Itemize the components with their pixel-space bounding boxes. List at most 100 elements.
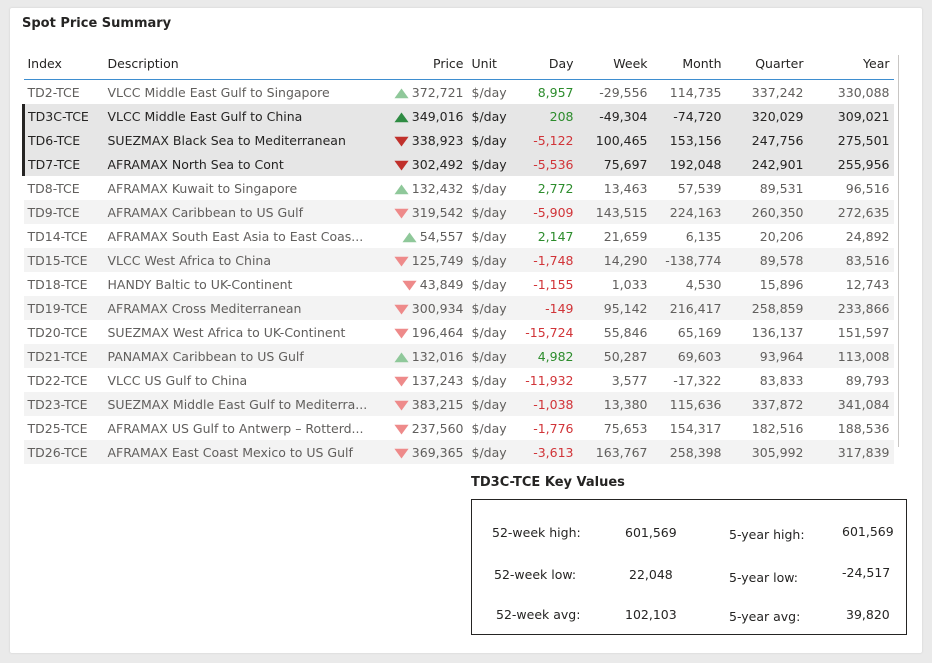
cell-description[interactable]: VLCC Middle East Gulf to Singapore — [107, 84, 330, 100]
table-row[interactable]: TD9-TCE AFRAMAX Caribbean to US Gulf 319,5… — [23, 200, 894, 224]
cell-year[interactable]: 233,866 — [807, 296, 894, 320]
cell-price[interactable]: 132,432 — [380, 176, 468, 200]
cell-description[interactable]: SUEZMAX West Africa to UK-Continent — [107, 324, 346, 340]
cell-unit[interactable]: $/day — [471, 180, 507, 196]
cell-unit[interactable]: $/day — [467, 344, 512, 368]
cell-day[interactable]: -1,155 — [533, 276, 574, 292]
cell-quarter[interactable]: 305,992 — [725, 440, 808, 464]
cell-day[interactable]: 4,982 — [511, 344, 578, 368]
column-header-unit[interactable]: Unit — [467, 47, 512, 80]
cell-index[interactable]: TD2-TCE — [27, 84, 80, 100]
table-row[interactable]: TD7-TCE AFRAMAX North Sea to Cont 302,492 $… — [22, 152, 894, 176]
column-header-year[interactable]: Year — [807, 47, 894, 80]
cell-quarter[interactable]: 337,872 — [725, 392, 808, 416]
cell-year[interactable]: 255,956 — [807, 152, 894, 176]
cell-day[interactable]: -5,536 — [511, 152, 578, 176]
cell-year[interactable]: 272,635 — [807, 200, 894, 224]
cell-month[interactable]: 69,603 — [651, 344, 726, 368]
column-header-price[interactable]: Price — [379, 47, 468, 80]
cell-month[interactable]: 216,417 — [651, 296, 726, 320]
cell-week[interactable]: 75,697 — [577, 152, 652, 176]
cell-quarter[interactable]: 182,516 — [751, 420, 804, 436]
column-header-day[interactable]: Day — [511, 47, 578, 80]
cell-week[interactable]: -29,556 — [599, 84, 648, 100]
cell-week[interactable]: 3,577 — [611, 372, 648, 388]
cell-year[interactable]: 317,839 — [807, 440, 894, 464]
cell-year[interactable]: 96,516 — [845, 180, 890, 196]
cell-unit[interactable]: $/day — [471, 420, 507, 436]
table-row[interactable]: TD18-TCE HANDY Baltic to UK-Continent 43,8… — [24, 272, 894, 296]
cell-day[interactable]: -1,038 — [511, 392, 578, 416]
cell-index[interactable]: TD19-TCE — [23, 296, 104, 320]
cell-index[interactable]: TD6-TCE — [22, 128, 104, 152]
cell-week[interactable]: 55,846 — [603, 324, 648, 340]
cell-unit[interactable]: $/day — [471, 372, 507, 388]
table-row[interactable]: TD8-TCE AFRAMAX Kuwait to Singapore 132,43… — [24, 176, 894, 200]
cell-index[interactable]: TD8-TCE — [27, 180, 80, 196]
cell-price[interactable]: 132,016 — [379, 344, 468, 368]
cell-description[interactable]: AFRAMAX East Coast Mexico to US Gulf — [103, 440, 380, 464]
cell-week[interactable]: 1,033 — [611, 276, 648, 292]
cell-week[interactable]: 100,465 — [577, 128, 652, 152]
cell-month[interactable]: 154,317 — [669, 420, 722, 436]
cell-quarter[interactable]: 83,833 — [759, 372, 804, 388]
cell-price[interactable]: 319,542 — [379, 200, 468, 224]
cell-day[interactable]: 8,957 — [537, 84, 574, 100]
cell-description[interactable]: AFRAMAX US Gulf to Antwerp – Rotterd... — [107, 420, 364, 436]
cell-year[interactable]: 341,084 — [807, 392, 894, 416]
cell-day[interactable]: -1,748 — [511, 248, 578, 272]
table-row[interactable]: TD22-TCE VLCC US Gulf to China 137,243 $/da… — [24, 368, 894, 392]
cell-index[interactable]: TD9-TCE — [23, 200, 104, 224]
cell-price[interactable]: 338,923 — [379, 128, 468, 152]
cell-day[interactable]: -11,932 — [525, 372, 574, 388]
cell-year[interactable]: 113,008 — [807, 344, 894, 368]
cell-week[interactable]: 95,142 — [577, 296, 652, 320]
cell-day[interactable]: 2,147 — [537, 228, 574, 244]
cell-year[interactable]: 151,597 — [837, 324, 890, 340]
cell-day[interactable]: -5,122 — [511, 128, 578, 152]
cell-year[interactable]: 12,743 — [845, 276, 890, 292]
cell-unit[interactable]: $/day — [467, 104, 512, 128]
cell-month[interactable]: 153,156 — [651, 128, 726, 152]
cell-month[interactable]: 65,169 — [677, 324, 722, 340]
table-row[interactable]: TD19-TCE AFRAMAX Cross Mediterranean 300,9… — [23, 296, 894, 320]
cell-day[interactable]: -15,724 — [525, 324, 574, 340]
cell-index[interactable]: TD23-TCE — [23, 392, 104, 416]
table-row[interactable]: TD15-TCE VLCC West Africa to China 125,749… — [23, 248, 894, 272]
table-row[interactable]: TD21-TCE PANAMAX Caribbean to US Gulf 132,… — [23, 344, 894, 368]
cell-week[interactable]: 21,659 — [603, 228, 648, 244]
cell-price[interactable]: 349,016 — [379, 104, 468, 128]
cell-price[interactable]: 300,934 — [379, 296, 468, 320]
cell-month[interactable]: 115,636 — [651, 392, 726, 416]
cell-price[interactable]: 43,849 — [380, 272, 468, 296]
cell-index[interactable]: TD7-TCE — [22, 152, 104, 176]
cell-description[interactable]: HANDY Baltic to UK-Continent — [107, 276, 293, 292]
cell-description[interactable]: VLCC US Gulf to China — [107, 372, 248, 388]
cell-unit[interactable]: $/day — [467, 200, 512, 224]
cell-quarter[interactable]: 89,578 — [725, 248, 808, 272]
table-row[interactable]: TD6-TCE SUEZMAX Black Sea to Mediterranea… — [22, 128, 894, 152]
table-row[interactable]: TD2-TCE VLCC Middle East Gulf to Singapor… — [24, 80, 894, 105]
cell-index[interactable]: TD25-TCE — [27, 420, 88, 436]
cell-day[interactable]: 2,772 — [537, 180, 574, 196]
cell-description[interactable]: PANAMAX Caribbean to US Gulf — [103, 344, 380, 368]
cell-description[interactable]: AFRAMAX Cross Mediterranean — [103, 296, 380, 320]
cell-year[interactable]: 188,536 — [837, 420, 890, 436]
cell-index[interactable]: TD26-TCE — [23, 440, 104, 464]
cell-week[interactable]: 50,287 — [577, 344, 652, 368]
cell-month[interactable]: -17,322 — [673, 372, 722, 388]
cell-quarter[interactable]: 337,242 — [751, 84, 804, 100]
cell-description[interactable]: AFRAMAX Caribbean to US Gulf — [103, 200, 380, 224]
cell-year[interactable]: 24,892 — [845, 228, 890, 244]
cell-price[interactable]: 383,215 — [379, 392, 468, 416]
cell-quarter[interactable]: 93,964 — [725, 344, 808, 368]
cell-day[interactable]: 208 — [511, 104, 578, 128]
cell-week[interactable]: 143,515 — [577, 200, 652, 224]
cell-week[interactable]: 163,767 — [577, 440, 652, 464]
cell-year[interactable]: 83,516 — [807, 248, 894, 272]
cell-week[interactable]: -49,304 — [577, 104, 652, 128]
table-row[interactable]: TD23-TCE SUEZMAX Middle East Gulf to Medi… — [23, 392, 894, 416]
cell-price[interactable]: 196,464 — [380, 320, 468, 344]
cell-quarter[interactable]: 258,859 — [725, 296, 808, 320]
cell-day[interactable]: -5,909 — [511, 200, 578, 224]
